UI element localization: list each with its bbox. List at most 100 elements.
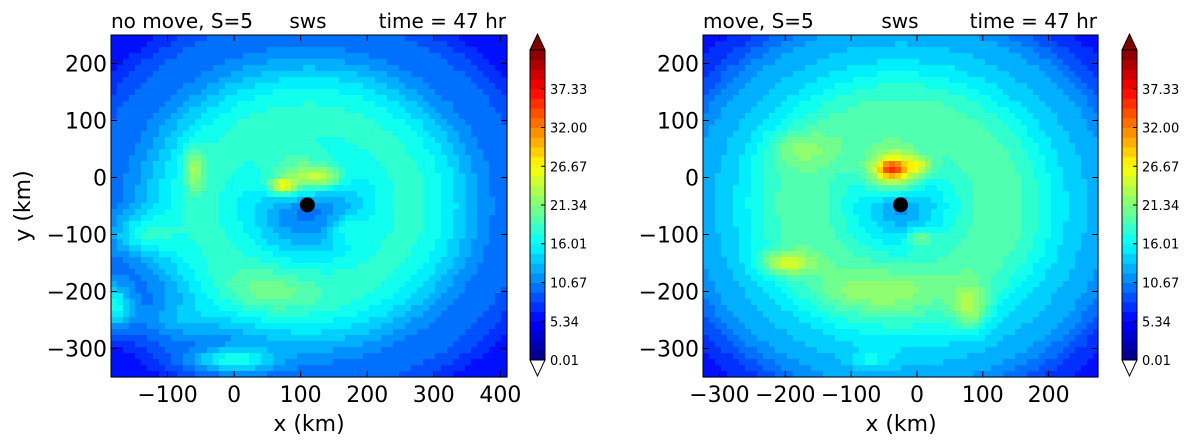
contour-cell [399, 311, 406, 318]
contour-cell [255, 215, 262, 222]
contour-cell [429, 113, 436, 120]
contour-cell [1045, 119, 1052, 126]
contour-cell [333, 347, 340, 354]
contour-cell [483, 311, 490, 318]
contour-cell [943, 95, 950, 102]
contour-cell [327, 155, 334, 162]
contour-cell [141, 227, 148, 234]
contour-cell [321, 251, 328, 258]
contour-cell [177, 191, 184, 198]
contour-cell [1075, 125, 1082, 132]
contour-cell [889, 77, 896, 84]
contour-cell [327, 125, 334, 132]
contour-cell [153, 59, 160, 66]
contour-cell [459, 131, 466, 138]
contour-cell [369, 359, 376, 366]
contour-cell [123, 287, 130, 294]
contour-cell [177, 149, 184, 156]
contour-cell [1033, 41, 1040, 48]
contour-cell [465, 299, 472, 306]
contour-cell [135, 131, 142, 138]
contour-cell [1015, 65, 1022, 72]
contour-cell [1093, 65, 1099, 72]
contour-cell [465, 95, 472, 102]
contour-cell [931, 47, 938, 54]
contour-cell [117, 119, 124, 126]
contour-cell [483, 317, 490, 324]
contour-cell [495, 131, 502, 138]
contour-cell [177, 101, 184, 108]
contour-cell [231, 341, 238, 348]
contour-cell [267, 155, 274, 162]
contour-cell [237, 161, 244, 168]
contour-cell [207, 47, 214, 54]
contour-cell [835, 59, 842, 66]
contour-cell [1027, 47, 1034, 54]
contour-cell [333, 71, 340, 78]
contour-cell [751, 71, 758, 78]
contour-cell [381, 137, 388, 144]
contour-cell [231, 365, 238, 372]
contour-cell [447, 335, 454, 342]
contour-cell [973, 53, 980, 60]
contour-cell [183, 161, 190, 168]
contour-cell [129, 209, 136, 216]
contour-cell [429, 149, 436, 156]
contour-cell [775, 53, 782, 60]
contour-cell [375, 197, 382, 204]
contour-cell [399, 185, 406, 192]
contour-cell [195, 101, 202, 108]
contour-cell [489, 71, 496, 78]
contour-cell [1015, 41, 1022, 48]
contour-cell [219, 83, 226, 90]
contour-cell [393, 257, 400, 264]
contour-cell [1087, 41, 1094, 48]
contour-cell [225, 347, 232, 354]
contour-cell [447, 47, 454, 54]
contour-cell [207, 269, 214, 276]
contour-cell [165, 299, 172, 306]
contour-cell [321, 335, 328, 342]
contour-cell [213, 167, 220, 174]
contour-cell [429, 71, 436, 78]
contour-cell [123, 89, 130, 96]
contour-cell [1045, 59, 1052, 66]
contour-cell [417, 209, 424, 216]
contour-cell [249, 257, 256, 264]
contour-cell [207, 59, 214, 66]
contour-cell [279, 221, 286, 228]
contour-cell [357, 47, 364, 54]
contour-cell [351, 35, 358, 42]
contour-cell [159, 329, 166, 336]
contour-cell [943, 131, 950, 138]
contour-cell [303, 245, 310, 252]
contour-cell [997, 119, 1004, 126]
contour-cell [195, 275, 202, 282]
contour-cell [393, 185, 400, 192]
contour-cell [297, 353, 304, 360]
contour-cell [381, 305, 388, 312]
contour-cell [219, 215, 226, 222]
contour-cell [429, 197, 436, 204]
contour-cell [237, 215, 244, 222]
contour-cell [285, 191, 292, 198]
contour-cell [381, 185, 388, 192]
contour-cell [1081, 77, 1088, 84]
contour-cell [399, 281, 406, 288]
contour-cell [709, 65, 716, 72]
contour-cell [345, 89, 352, 96]
contour-cell [189, 329, 196, 336]
contour-cell [267, 317, 274, 324]
contour-cell [213, 149, 220, 156]
contour-cell [925, 65, 932, 72]
contour-cell [501, 41, 508, 48]
contour-cell [117, 335, 124, 342]
contour-cell [805, 101, 812, 108]
contour-cell [369, 275, 376, 282]
contour-cell [243, 203, 250, 210]
contour-cell [793, 101, 800, 108]
contour-cell [183, 155, 190, 162]
contour-cell [931, 83, 938, 90]
contour-cell [483, 143, 490, 150]
contour-cell [997, 41, 1004, 48]
